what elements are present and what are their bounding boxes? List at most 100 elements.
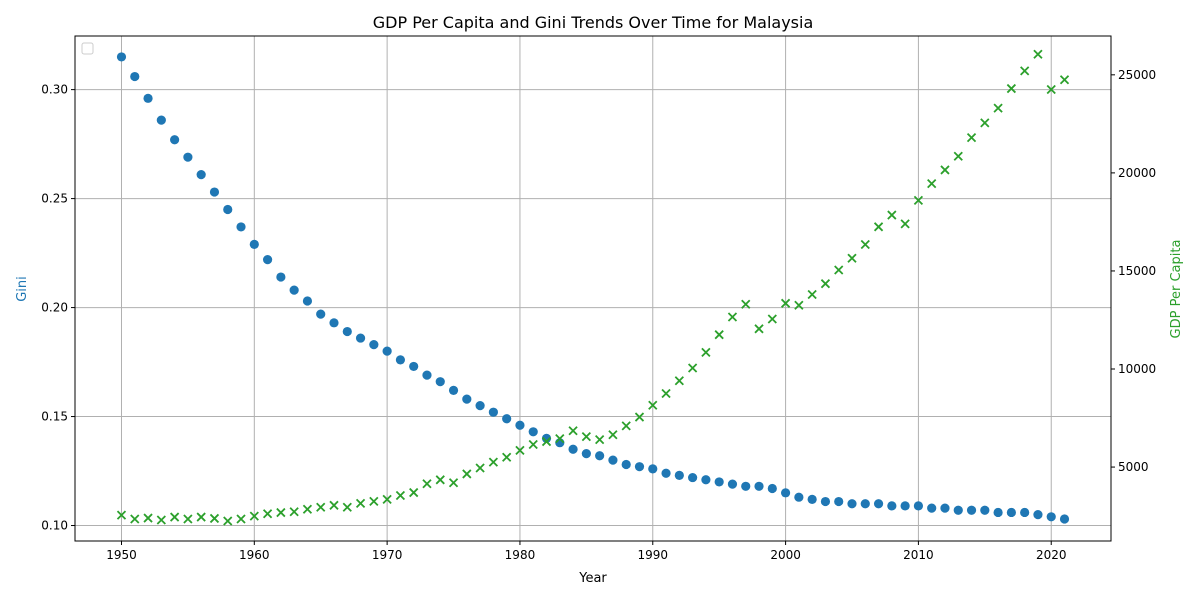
gdp-point [369, 496, 379, 507]
gdp-point [873, 222, 884, 232]
gini-point [780, 488, 791, 498]
gini-point [1033, 510, 1043, 520]
gdp-point [462, 469, 472, 479]
gini-point [249, 239, 259, 249]
x-tick-label: 2000 [770, 548, 801, 562]
gdp-point [316, 502, 326, 512]
gdp-point [435, 475, 445, 485]
gini-point [1020, 507, 1030, 518]
gdp-point [289, 507, 299, 517]
gdp-point [687, 363, 698, 373]
gdp-point [1006, 83, 1017, 94]
gini-point [873, 499, 884, 509]
gdp-point [1033, 49, 1043, 59]
y-left-tick-label: 0.10 [41, 519, 68, 533]
gini-point [1059, 514, 1070, 524]
gini-point [130, 71, 140, 82]
gini-point [209, 187, 220, 197]
plot-frame [74, 35, 1112, 542]
gini-point [913, 501, 924, 511]
gini-point [940, 503, 950, 513]
gini-point [329, 318, 339, 328]
gdp-point [621, 421, 631, 431]
ticks: 1950 1960 1970 1980 1990 2000 2010 2020 0.10 0.15… [41, 68, 1156, 562]
gini-point [528, 427, 538, 437]
gdp-point [528, 439, 538, 450]
grid-lines [75, 36, 1111, 541]
gini-point [170, 135, 180, 145]
gini-point [674, 470, 684, 480]
x-tick-label: 2010 [903, 548, 934, 562]
gini-point [634, 462, 645, 472]
gdp-point [276, 507, 286, 518]
gini-point [223, 204, 233, 215]
gdp-point [409, 487, 419, 498]
plot-background [75, 36, 1111, 541]
gini-point [395, 355, 406, 365]
gini-point [927, 503, 937, 513]
gini-point [382, 346, 392, 356]
gdp-point [847, 253, 857, 263]
gini-point [276, 272, 286, 282]
data-marks [116, 49, 1070, 526]
gini-point [448, 385, 459, 395]
x-tick-label: 1950 [106, 548, 137, 562]
gdp-point [568, 426, 578, 436]
gdp-point [634, 412, 645, 422]
gdp-point [143, 513, 153, 523]
gini-point [727, 479, 738, 489]
gdp-point [382, 494, 392, 505]
gdp-point [780, 298, 791, 308]
y-axis-label-left: Gini [15, 276, 30, 302]
gini-point [993, 507, 1003, 518]
y-left-tick-label: 0.25 [41, 192, 68, 206]
gini-point [316, 309, 326, 319]
gdp-point [169, 512, 180, 522]
gdp-point [966, 132, 977, 143]
gini-point [820, 496, 831, 507]
gini-point [860, 499, 870, 509]
gdp-point [860, 239, 870, 250]
gini-point [342, 326, 352, 337]
gini-point [116, 52, 127, 62]
gini-point [502, 414, 512, 424]
gini-point [355, 333, 366, 343]
gdp-point [475, 463, 485, 473]
gdp-point [581, 432, 591, 442]
y-axis-label-right: GDP Per Capita [1169, 240, 1184, 339]
gdp-point [980, 118, 990, 128]
gdp-point [156, 515, 166, 525]
gdp-point [196, 512, 206, 522]
gdp-point [674, 376, 684, 386]
gini-point [648, 464, 658, 474]
gini-point [595, 451, 605, 461]
gini-point [462, 394, 472, 404]
y-right-tick-label: 10000 [1118, 362, 1156, 376]
gini-point [754, 481, 764, 491]
gdp-point [834, 265, 844, 275]
gdp-point [1046, 84, 1056, 95]
x-tick-label: 1960 [239, 548, 270, 562]
gdp-point [648, 400, 658, 410]
gdp-point [741, 299, 751, 309]
gdp-point [900, 219, 910, 229]
gdp-point [209, 513, 220, 524]
y-left-tick-label: 0.15 [41, 410, 68, 424]
gdp-point [754, 324, 764, 334]
gdp-point [448, 478, 459, 488]
gini-point [807, 494, 817, 504]
gdp-point [262, 509, 273, 519]
gdp-point [794, 300, 804, 310]
gdp-point [515, 445, 525, 456]
gdp-point [953, 151, 963, 161]
gini-point [1046, 512, 1056, 522]
gdp-point [608, 430, 618, 440]
gdp-point [502, 452, 512, 462]
gini-point [409, 361, 419, 372]
gini-point [475, 401, 485, 411]
gini-point [980, 505, 990, 515]
gini-point [714, 477, 724, 487]
gini-point [581, 449, 591, 459]
gini-point [369, 340, 379, 350]
